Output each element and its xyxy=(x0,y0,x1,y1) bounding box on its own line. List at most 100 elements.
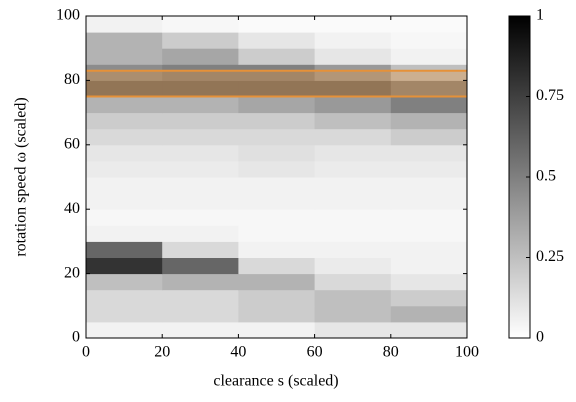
heat-cell xyxy=(238,193,316,210)
heat-cell xyxy=(162,144,239,162)
heat-cell xyxy=(314,273,392,291)
heat-cell xyxy=(390,225,468,242)
heat-cell xyxy=(390,128,468,146)
highlight-band xyxy=(86,70,467,97)
heat-cell xyxy=(238,321,316,339)
heat-cell xyxy=(238,273,316,291)
plot-frame xyxy=(85,15,468,339)
heat-cell xyxy=(162,160,239,178)
heat-cell xyxy=(238,96,316,114)
heat-cell xyxy=(314,96,392,114)
heat-cell xyxy=(162,257,239,275)
heat-cell xyxy=(314,128,392,146)
heat-cell xyxy=(86,32,163,49)
heat-cell xyxy=(238,16,316,33)
heat-cell xyxy=(314,209,392,226)
heat-cell xyxy=(162,273,239,291)
heat-cell xyxy=(238,225,316,242)
heat-cell xyxy=(86,305,163,323)
heat-cell xyxy=(162,241,239,258)
heat-cell xyxy=(390,177,468,194)
heat-cell xyxy=(86,193,163,210)
heat-cell xyxy=(390,209,468,226)
heat-cell xyxy=(86,48,163,65)
heat-cell xyxy=(86,177,163,194)
heat-cell xyxy=(390,48,468,65)
x-tick-label: 80 xyxy=(383,344,399,361)
heat-cell xyxy=(238,305,316,323)
heat-cell xyxy=(314,160,392,178)
heat-cell xyxy=(314,16,392,33)
heat-cell xyxy=(162,193,239,210)
heat-cell xyxy=(86,160,163,178)
heat-cell xyxy=(238,160,316,178)
heat-cell xyxy=(86,96,163,114)
heat-cell xyxy=(162,177,239,194)
heat-cell xyxy=(314,225,392,242)
heat-cell xyxy=(162,64,239,81)
heat-cell xyxy=(162,289,239,307)
heat-cell xyxy=(390,241,468,258)
heat-cell xyxy=(162,112,239,130)
y-tick-label: 60 xyxy=(64,135,80,152)
x-tick-label: 40 xyxy=(230,344,246,361)
heat-cell xyxy=(238,241,316,258)
colorbar-tick-label: 0.25 xyxy=(536,248,564,265)
heat-cell xyxy=(162,48,239,65)
heat-cell xyxy=(314,193,392,210)
heat-cell xyxy=(86,64,163,81)
heat-cell xyxy=(86,321,163,339)
heat-cell xyxy=(86,257,163,275)
x-axis-label: clearance s (scaled) xyxy=(213,373,338,390)
heat-cell xyxy=(314,321,392,339)
x-tick-label: 100 xyxy=(455,344,479,361)
heat-cell xyxy=(86,112,163,130)
heat-cell xyxy=(390,64,468,81)
y-axis-label: rotation speed ω (scaled) xyxy=(13,97,30,256)
heat-cell xyxy=(390,257,468,275)
heat-cell xyxy=(86,209,163,226)
heat-cell xyxy=(238,32,316,49)
heat-cell xyxy=(238,177,316,194)
y-tick-label: 0 xyxy=(72,329,80,346)
heat-cell xyxy=(390,273,468,291)
heat-cell xyxy=(162,16,239,33)
colorbar-tick-label: 0.75 xyxy=(536,87,564,104)
heat-cell xyxy=(390,16,468,33)
heat-cell xyxy=(86,128,163,146)
heat-cell xyxy=(390,112,468,130)
heat-cell xyxy=(314,289,392,307)
heat-cell xyxy=(238,80,316,97)
heat-cell xyxy=(314,144,392,162)
heat-cell xyxy=(390,193,468,210)
heat-cell xyxy=(314,64,392,81)
heat-cell xyxy=(86,289,163,307)
heat-cell xyxy=(314,112,392,130)
heat-cell xyxy=(314,305,392,323)
heat-cell xyxy=(390,160,468,178)
heat-cell xyxy=(314,257,392,275)
heat-cell xyxy=(390,289,468,307)
heat-cell xyxy=(162,321,239,339)
heat-cell xyxy=(162,209,239,226)
heat-cell xyxy=(390,96,468,114)
colorbar-tick-label: 1 xyxy=(536,7,544,24)
heat-cell xyxy=(314,80,392,97)
y-tick-label: 100 xyxy=(56,7,80,24)
heat-cell xyxy=(314,48,392,65)
heat-cell xyxy=(390,32,468,49)
heat-cell xyxy=(162,80,239,97)
heat-cell xyxy=(86,16,163,33)
heat-cell xyxy=(314,241,392,258)
heat-cell xyxy=(238,48,316,65)
heat-cell xyxy=(238,128,316,146)
colorbar-tick-label: 0 xyxy=(536,329,544,346)
heat-cell xyxy=(390,144,468,162)
heat-cell xyxy=(162,128,239,146)
heat-cell xyxy=(238,144,316,162)
heat-cell xyxy=(86,144,163,162)
heat-cell xyxy=(86,225,163,242)
heat-cell xyxy=(162,225,239,242)
